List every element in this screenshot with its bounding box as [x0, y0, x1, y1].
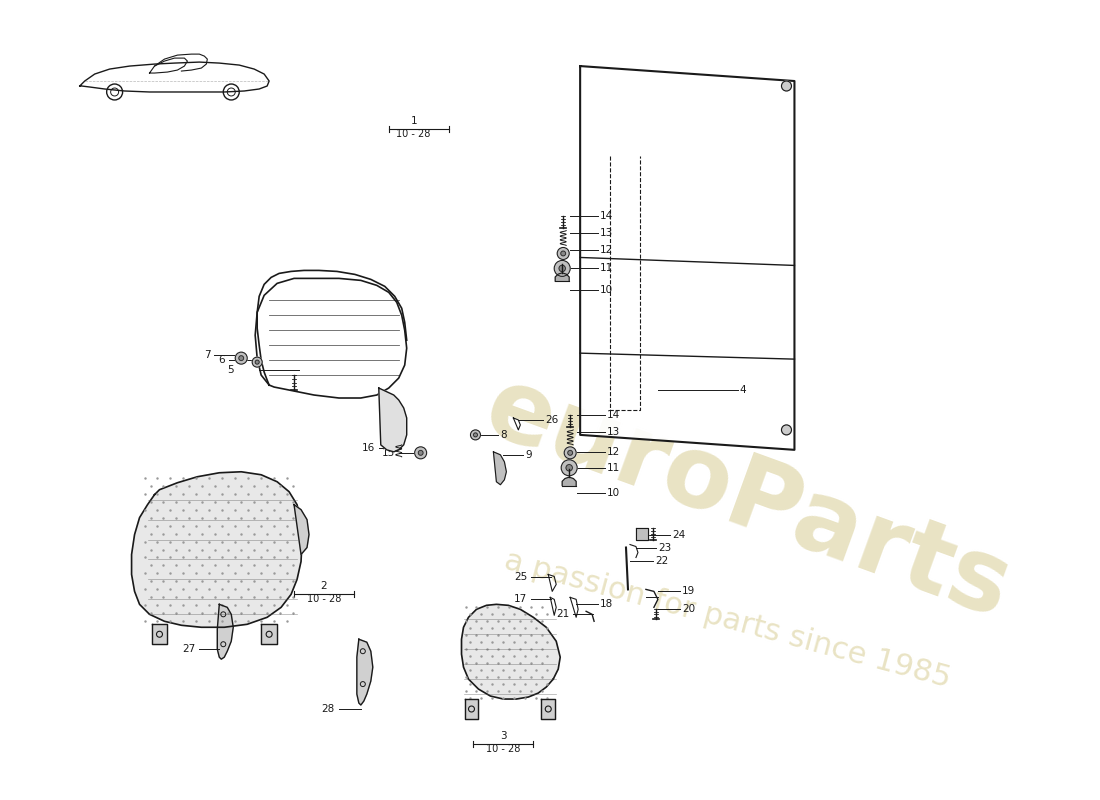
Polygon shape	[636, 527, 648, 539]
Text: 7: 7	[204, 350, 210, 360]
Polygon shape	[218, 604, 233, 659]
Text: 17: 17	[514, 594, 527, 604]
Text: 22: 22	[654, 557, 668, 566]
Circle shape	[418, 450, 424, 455]
Text: 13: 13	[601, 227, 614, 238]
Polygon shape	[541, 699, 556, 719]
Text: 25: 25	[514, 573, 527, 582]
Text: 4: 4	[739, 385, 746, 395]
Text: 12: 12	[601, 246, 614, 255]
Polygon shape	[356, 639, 373, 705]
Text: 13: 13	[607, 427, 620, 437]
Circle shape	[252, 357, 262, 367]
Text: 11: 11	[607, 462, 620, 473]
Text: 2: 2	[320, 582, 328, 591]
Circle shape	[255, 360, 260, 364]
Polygon shape	[580, 66, 794, 450]
Polygon shape	[562, 477, 576, 486]
Circle shape	[561, 460, 578, 476]
Text: a passion for parts since 1985: a passion for parts since 1985	[502, 546, 954, 693]
Polygon shape	[152, 624, 167, 644]
Text: 23: 23	[658, 542, 671, 553]
Circle shape	[781, 425, 792, 435]
Polygon shape	[261, 624, 277, 644]
Text: 10 - 28: 10 - 28	[396, 129, 431, 139]
Text: euroParts: euroParts	[472, 360, 1023, 639]
Polygon shape	[494, 452, 506, 485]
Text: 12: 12	[607, 447, 620, 457]
Text: 10 - 28: 10 - 28	[486, 744, 520, 754]
Text: 8: 8	[500, 430, 507, 440]
Text: 6: 6	[219, 355, 225, 365]
Text: 5: 5	[228, 365, 234, 375]
Text: 16: 16	[362, 443, 375, 453]
Polygon shape	[556, 273, 569, 281]
Circle shape	[473, 433, 477, 437]
Circle shape	[239, 356, 243, 361]
Polygon shape	[294, 505, 309, 554]
Circle shape	[568, 450, 573, 455]
Text: 27: 27	[183, 644, 196, 654]
Text: 10: 10	[601, 286, 613, 295]
Polygon shape	[132, 472, 302, 627]
Circle shape	[558, 247, 569, 259]
Circle shape	[781, 81, 792, 91]
Text: 14: 14	[601, 210, 614, 221]
Text: 3: 3	[500, 731, 507, 741]
Text: 9: 9	[526, 450, 532, 460]
Circle shape	[561, 251, 565, 256]
Text: 10 - 28: 10 - 28	[307, 594, 341, 604]
Circle shape	[554, 261, 570, 276]
Circle shape	[235, 352, 248, 364]
Polygon shape	[464, 699, 478, 719]
Circle shape	[471, 430, 481, 440]
Circle shape	[564, 447, 576, 459]
Text: 24: 24	[672, 530, 685, 539]
Text: 21: 21	[556, 610, 569, 619]
Text: 19: 19	[682, 586, 695, 596]
Text: 18: 18	[601, 599, 614, 610]
Circle shape	[415, 447, 427, 459]
Text: 28: 28	[321, 704, 334, 714]
Text: 15: 15	[382, 448, 395, 458]
Text: 10: 10	[607, 488, 620, 498]
Circle shape	[566, 465, 572, 471]
Text: 1: 1	[410, 116, 417, 126]
Circle shape	[559, 266, 565, 272]
Text: 14: 14	[607, 410, 620, 420]
Polygon shape	[462, 604, 560, 699]
Text: 20: 20	[682, 604, 695, 614]
Polygon shape	[378, 388, 407, 452]
Text: 11: 11	[601, 263, 614, 274]
Polygon shape	[255, 278, 407, 398]
Text: 26: 26	[546, 415, 559, 425]
